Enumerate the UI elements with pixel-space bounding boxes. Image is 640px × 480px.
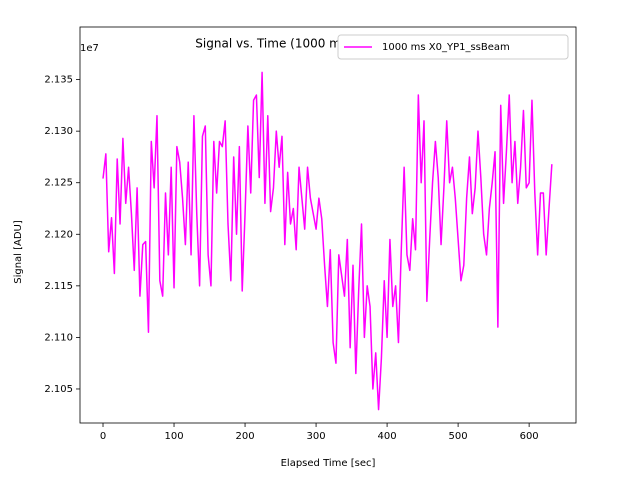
- y-tick-label: 2.125: [44, 178, 73, 189]
- y-tick-label: 2.130: [44, 126, 73, 137]
- y-tick-label: 2.115: [44, 281, 73, 292]
- y-offset-label: 1e7: [80, 43, 99, 54]
- y-tick-label: 2.120: [44, 229, 73, 240]
- y-tick-label: 2.105: [44, 384, 73, 395]
- x-axis-label: Elapsed Time [sec]: [281, 458, 376, 469]
- data-line: [102, 71, 553, 411]
- x-tick-label: 100: [164, 431, 183, 442]
- x-tick-label: 0: [100, 431, 106, 442]
- x-tick-label: 500: [449, 431, 468, 442]
- y-tick-label: 2.110: [44, 332, 73, 343]
- x-tick-label: 300: [307, 431, 326, 442]
- y-tick-label: 2.135: [44, 75, 73, 86]
- legend-box: [337, 34, 569, 60]
- x-tick-label: 600: [520, 431, 539, 442]
- plot-frame: [79, 26, 577, 424]
- x-tick-label: 400: [378, 431, 397, 442]
- x-tick-label: 200: [236, 431, 255, 442]
- legend-label: 1000 ms X0_YP1_ssBeam: [382, 42, 510, 53]
- y-axis-label: Signal [ADU]: [13, 220, 24, 284]
